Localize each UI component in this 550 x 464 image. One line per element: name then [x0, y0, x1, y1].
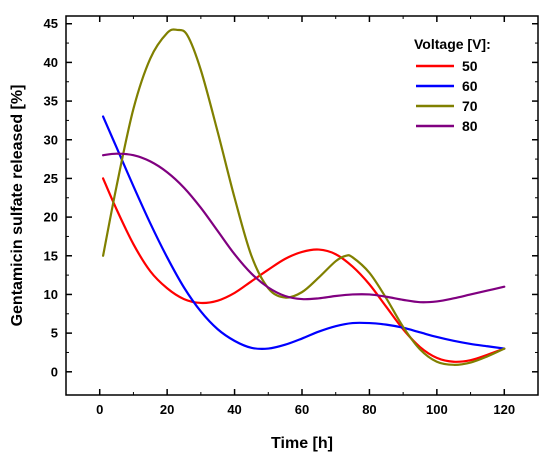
y-tick-label: 40: [44, 55, 58, 70]
y-axis: 0 5 10 15 20 25 30 35 40 45: [44, 16, 538, 379]
x-tick-label: 60: [295, 402, 309, 417]
legend-label-60: 60: [462, 78, 478, 94]
y-tick-label: 35: [44, 94, 58, 109]
legend: Voltage [V]: 50 60 70 80: [414, 36, 491, 134]
x-tick-label: 80: [362, 402, 376, 417]
x-tick-label: 120: [493, 402, 515, 417]
x-axis: 0 20 40 60 80 100 120: [65, 16, 539, 417]
y-tick-label: 30: [44, 132, 58, 147]
series-layer: [101, 28, 506, 366]
y-tick-label: 10: [44, 287, 58, 302]
series-line-60: [101, 115, 506, 351]
x-axis-title: Time [h]: [271, 435, 333, 452]
legend-label-80: 80: [462, 118, 478, 134]
y-tick-label: 45: [44, 16, 58, 31]
x-tick-label: 20: [160, 402, 174, 417]
y-tick-label: 20: [44, 210, 58, 225]
legend-title: Voltage [V]:: [414, 36, 491, 52]
x-tick-label: 0: [96, 402, 103, 417]
legend-label-70: 70: [462, 98, 478, 114]
y-tick-label: 5: [51, 326, 58, 341]
y-tick-label: 15: [44, 248, 58, 263]
x-tick-label: 40: [227, 402, 241, 417]
series-line-80: [101, 152, 506, 304]
y-tick-label: 25: [44, 171, 58, 186]
x-tick-label: 100: [426, 402, 448, 417]
legend-label-50: 50: [462, 58, 478, 74]
y-axis-title: Gentamicin sulfate released [%]: [9, 85, 26, 327]
series-line-70: [101, 28, 506, 366]
series-line-50: [101, 177, 506, 363]
y-tick-label: 0: [51, 364, 58, 379]
